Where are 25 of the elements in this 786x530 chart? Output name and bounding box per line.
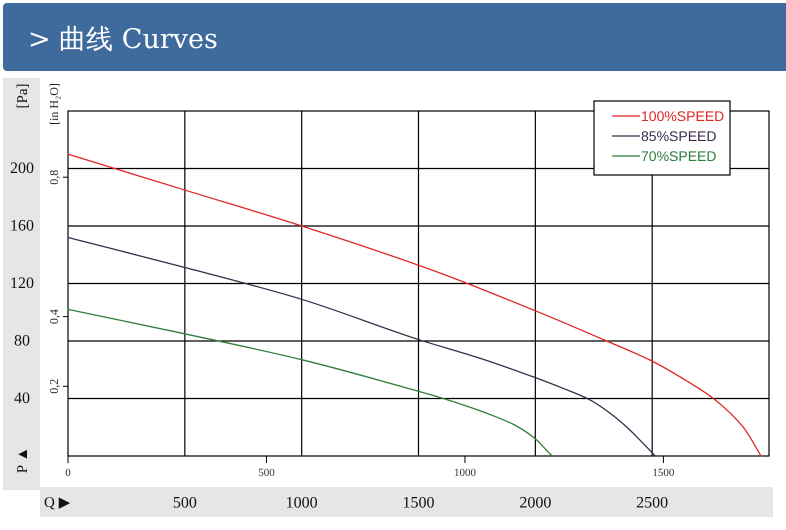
legend-label: 100%SPEED <box>641 108 724 124</box>
y2tick-label: 0,4 <box>47 309 61 324</box>
xtick-label: 500 <box>172 494 197 512</box>
ytick-label: 80 <box>14 332 30 350</box>
legend-label: 85%SPEED <box>641 128 716 144</box>
annotation: P ▲ <box>15 446 31 474</box>
ytick-label: 40 <box>14 390 30 407</box>
legend-label: 70%SPEED <box>641 148 716 164</box>
x2tick-label: 500 <box>258 467 275 479</box>
x2tick-label: 1500 <box>652 467 674 479</box>
xtick-label: 2500 <box>636 494 668 512</box>
x2tick-label: 1000 <box>454 467 476 479</box>
ytick-label: 160 <box>10 218 34 234</box>
x2tick-label: 0 <box>65 467 71 479</box>
y2tick-label: 0,8 <box>47 170 61 185</box>
xlabel: Q ▶ <box>44 495 70 511</box>
y2tick-label: 0,2 <box>47 378 61 394</box>
y2label: [in H₂O] <box>47 83 61 125</box>
xtick-label: 1500 <box>402 494 434 512</box>
xtick-label: 2000 <box>519 494 552 512</box>
title: > 曲线 Curves <box>28 24 218 55</box>
ytick-label: 120 <box>10 275 34 292</box>
ylabel: [Pa] <box>15 84 31 108</box>
xtick-label: 1000 <box>286 494 318 512</box>
ytick-label: 200 <box>10 160 34 177</box>
